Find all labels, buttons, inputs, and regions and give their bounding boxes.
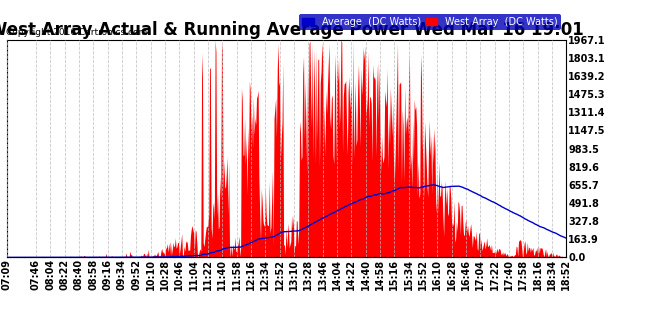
Text: Copyright 2016 Cartronics.com: Copyright 2016 Cartronics.com [6,28,148,37]
Title: West Array Actual & Running Average Power Wed Mar 16 19:01: West Array Actual & Running Average Powe… [0,21,584,39]
Legend: Average  (DC Watts), West Array  (DC Watts): Average (DC Watts), West Array (DC Watts… [299,14,561,30]
